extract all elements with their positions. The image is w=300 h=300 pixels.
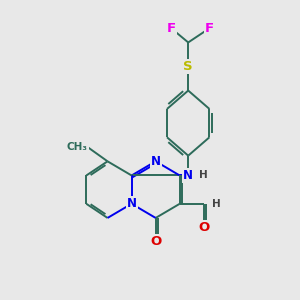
Text: O: O <box>150 236 161 248</box>
Text: H: H <box>212 199 221 209</box>
Text: N: N <box>127 197 136 210</box>
Text: O: O <box>198 221 209 234</box>
Text: F: F <box>205 22 214 35</box>
Text: S: S <box>183 60 193 73</box>
Text: CH₃: CH₃ <box>67 142 88 152</box>
Text: F: F <box>167 22 176 35</box>
Text: H: H <box>200 170 208 181</box>
Text: N: N <box>151 155 161 168</box>
Text: N: N <box>183 169 193 182</box>
